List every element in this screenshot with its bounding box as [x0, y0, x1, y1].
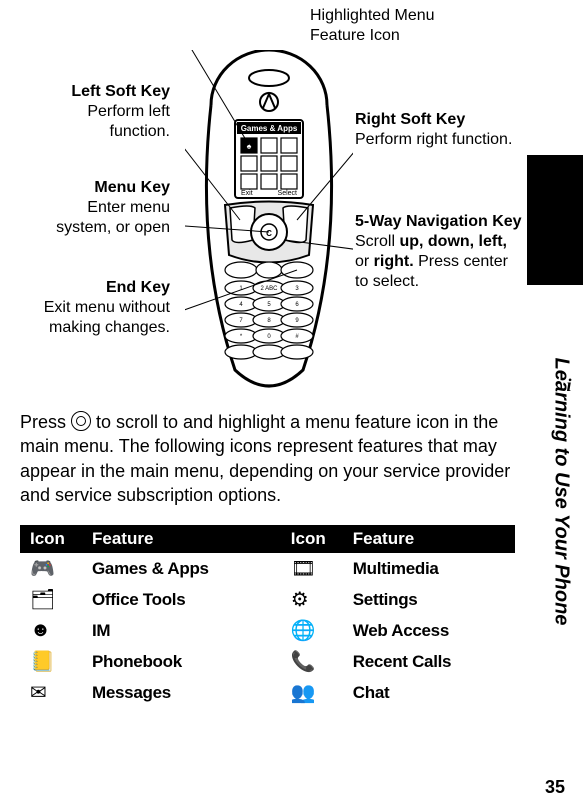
- feature-icon: 📞: [281, 646, 343, 677]
- feature-name: Recent Calls: [343, 646, 515, 677]
- svg-text:Exit: Exit: [241, 190, 253, 197]
- feature-name: Multimedia: [343, 553, 515, 584]
- feature-name: Office Tools: [82, 584, 281, 615]
- feature-name: Settings: [343, 584, 515, 615]
- table-row: 📒Phonebook📞Recent Calls: [20, 646, 515, 677]
- table-row: 🗂Office Tools⚙Settings: [20, 584, 515, 615]
- label-menu-key: Menu KeyEnter menu system, or open: [30, 178, 170, 238]
- th-feature-2: Feature: [343, 525, 515, 553]
- label-end-key: End KeyExit menu without making changes.: [30, 278, 170, 338]
- svg-text:2 ABC: 2 ABC: [260, 286, 278, 292]
- feature-icon: 🌐: [281, 615, 343, 646]
- feature-icon: 📒: [20, 646, 82, 677]
- label-left-softkey: Left Soft KeyPerform left function.: [30, 82, 170, 142]
- feature-name: Games & Apps: [82, 553, 281, 584]
- nav-ring-icon: [71, 411, 91, 431]
- label-nav-key: 5-Way Navigation KeyScroll up, down, lef…: [355, 212, 525, 292]
- th-feature-1: Feature: [82, 525, 281, 553]
- label-highlighted-icon: Highlighted Menu Feature Icon: [310, 6, 450, 46]
- feature-name: IM: [82, 615, 281, 646]
- page-number: 35: [545, 777, 565, 798]
- th-icon-1: Icon: [20, 525, 82, 553]
- feature-icon: 🎞: [281, 553, 343, 584]
- feature-icon: ✉: [20, 677, 82, 708]
- table-row: 🎮Games & Apps🎞Multimedia: [20, 553, 515, 584]
- feature-name: Phonebook: [82, 646, 281, 677]
- screen-title-text: Games & Apps: [241, 124, 298, 133]
- feature-icon-table: Icon Feature Icon Feature 🎮Games & Apps🎞…: [20, 525, 515, 708]
- svg-text:Select: Select: [278, 190, 298, 197]
- side-tab: ☏i: [527, 155, 583, 285]
- feature-name: Chat: [343, 677, 515, 708]
- feature-name: Web Access: [343, 615, 515, 646]
- side-section-title: Learning to Use Your Phone: [547, 300, 575, 760]
- feature-name: Messages: [82, 677, 281, 708]
- table-row: ✉Messages👥Chat: [20, 677, 515, 708]
- feature-icon: ☻: [20, 615, 82, 646]
- svg-text:C: C: [266, 229, 272, 238]
- feature-icon: ⚙: [281, 584, 343, 615]
- feature-icon: 🎮: [20, 553, 82, 584]
- phone-diagram: Games & Apps ♠ Exit Select: [185, 50, 353, 400]
- label-right-softkey: Right Soft KeyPerform right function.: [355, 110, 515, 150]
- feature-icon: 👥: [281, 677, 343, 708]
- table-row: ☻IM🌐Web Access: [20, 615, 515, 646]
- feature-icon: 🗂: [20, 584, 82, 615]
- th-icon-2: Icon: [281, 525, 343, 553]
- body-paragraph: Press to scroll to and highlight a menu …: [20, 410, 515, 507]
